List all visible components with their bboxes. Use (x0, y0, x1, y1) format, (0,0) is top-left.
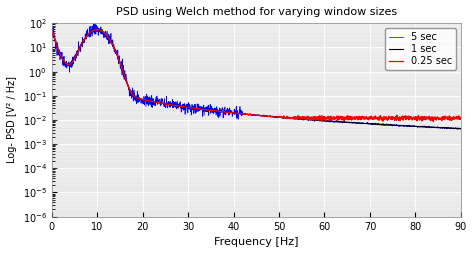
5 sec (458, 127, 464, 130)
0.25 sec (49, 27, 55, 30)
Legend: 5 sec, 1 sec, 0.25 sec: 5 sec, 1 sec, 0.25 sec (385, 28, 456, 70)
0.25 sec (341, 120, 346, 123)
0.25 sec (216, 110, 221, 113)
5 sec (202, 109, 208, 112)
1 sec (136, 97, 142, 100)
Line: 5 sec: 5 sec (52, 24, 461, 129)
1 sec (202, 108, 208, 111)
0.25 sec (218, 110, 223, 113)
0.25 sec (72, 56, 78, 59)
5 sec (218, 110, 224, 113)
5 sec (72, 57, 78, 60)
5 sec (455, 128, 461, 131)
5 sec (328, 120, 334, 123)
Line: 0.25 sec: 0.25 sec (52, 29, 461, 121)
0.25 sec (458, 118, 464, 121)
1 sec (218, 110, 223, 113)
1 sec (216, 110, 221, 113)
1 sec (72, 56, 78, 59)
1 sec (328, 120, 334, 123)
1 sec (458, 127, 464, 130)
5 sec (49, 31, 55, 34)
0.25 sec (328, 117, 334, 120)
5 sec (91, 22, 97, 25)
0.25 sec (136, 97, 142, 100)
X-axis label: Frequency [Hz]: Frequency [Hz] (214, 237, 299, 247)
1 sec (49, 27, 55, 30)
Title: PSD using Welch method for varying window sizes: PSD using Welch method for varying windo… (116, 7, 397, 17)
5 sec (137, 96, 142, 99)
5 sec (216, 116, 222, 119)
Line: 1 sec: 1 sec (52, 29, 461, 129)
Y-axis label: Log- PSD [V² / Hz]: Log- PSD [V² / Hz] (7, 76, 17, 164)
0.25 sec (202, 108, 208, 111)
